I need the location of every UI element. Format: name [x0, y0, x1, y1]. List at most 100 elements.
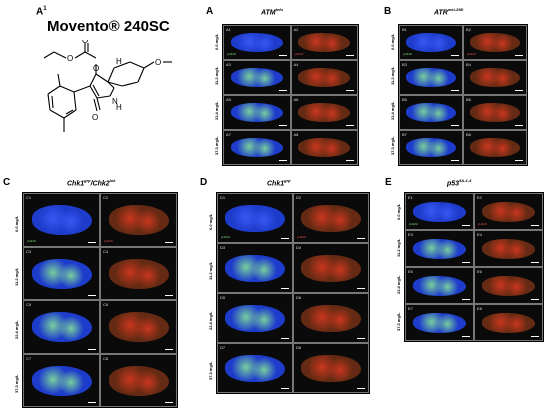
ovary-tissue [225, 204, 285, 233]
ovary-tissue [230, 138, 283, 158]
row-label: 22.4 mg/L [208, 311, 213, 330]
micrograph-d7: D7 [217, 343, 293, 393]
scale-bar [281, 238, 289, 239]
micrograph-label: B5 [402, 97, 407, 102]
row-label: 0.0 mg/L [396, 203, 401, 220]
scale-bar [346, 160, 354, 161]
ovary-tissue [31, 205, 92, 236]
gene: ATR [434, 9, 448, 17]
panel-letter-a1: A1 [36, 6, 47, 17]
ovary-tissue [298, 68, 351, 88]
panel-title-d: Chk1grp [267, 178, 291, 187]
scale-bar [278, 125, 287, 126]
ovary-tissue [108, 365, 169, 396]
scale-bar [88, 241, 96, 243]
row-label: 0.0 mg/L [14, 215, 19, 233]
scale-bar [531, 225, 539, 226]
panel-title-b: ATRmei-29D [434, 7, 463, 16]
micrograph-c3: C3 [23, 246, 100, 300]
ovary-tissue [470, 103, 520, 123]
ovary-tissue [481, 312, 536, 333]
micrograph-c5: C5 [23, 300, 100, 354]
stain-label: γH2AV [478, 222, 488, 226]
micrograph-label: C2 [103, 195, 109, 200]
scale-bar [165, 241, 173, 243]
micrograph-label: B1 [402, 27, 407, 32]
gene: ATM [261, 9, 276, 17]
panel-grid-e: E1 γH2AV E2 γH2AV E3 E4 E5 E6 E7 E8 [404, 192, 544, 342]
ovary-tissue [301, 204, 361, 233]
micrograph-b8: B8 [463, 130, 527, 165]
ovary-tissue [412, 238, 467, 259]
micrograph-label: E4 [477, 232, 482, 237]
micrograph-c4: C4 [100, 246, 177, 300]
micrograph-label: D7 [220, 345, 226, 350]
micrograph-label: B2 [466, 27, 471, 32]
micrograph-a6: A6 [290, 95, 358, 130]
scale-bar [515, 125, 523, 126]
letter: A [36, 6, 44, 18]
micrograph-b3: B3 [399, 60, 463, 95]
micrograph-label: C6 [103, 302, 109, 307]
atom-o5: O [92, 113, 98, 122]
micrograph-e7: E7 [405, 304, 474, 341]
scale-bar [165, 348, 173, 350]
stain-label: γH2AV [227, 52, 237, 56]
micrograph-label: D8 [296, 345, 302, 350]
scale-bar [165, 295, 173, 296]
scale-bar [346, 90, 354, 91]
micrograph-label: C4 [103, 248, 109, 254]
row-label: 0.0 mg/L [390, 34, 395, 51]
ovary-tissue [225, 304, 285, 333]
row-label: 37.3 mg/L [208, 361, 213, 380]
micrograph-c2: C2 γH2AV [100, 193, 177, 247]
micrograph-label: D2 [296, 195, 302, 200]
ovary-tissue [225, 354, 285, 383]
stain-label: γH2AV [297, 235, 307, 239]
micrograph-label: C3 [26, 248, 32, 254]
gene: Chk1 [267, 180, 285, 188]
micrograph-label: A8 [293, 132, 299, 137]
panel-grid-c: C1 γH2AV C2 γH2AV C3 C4 C5 C6 C7 C8 [22, 192, 178, 408]
ovary-tissue [481, 275, 536, 296]
scale-bar [531, 262, 539, 263]
scale-bar [165, 402, 173, 403]
ovary-tissue [470, 138, 520, 158]
row-label: 0.0 mg/L [208, 213, 213, 230]
micrograph-d4: D4 [293, 243, 369, 293]
atom-o3: O [93, 64, 99, 73]
panel-letter-a: A [206, 6, 214, 17]
allele: mei-29D [447, 7, 464, 12]
micrograph-label: B8 [466, 132, 471, 137]
micrograph-label: D5 [220, 295, 226, 300]
panel-title-a: ATMtefu [261, 7, 283, 16]
row-label: 11.2 mg/L [208, 261, 213, 280]
scale-bar [88, 348, 96, 350]
panel-letter-e: E [385, 177, 392, 188]
scale-bar [357, 388, 365, 389]
scale-bar [88, 295, 96, 296]
atom-n: N [112, 97, 118, 106]
ovary-tissue [412, 275, 467, 296]
micrograph-a7: A7 [223, 130, 291, 165]
atom-o2: O [82, 40, 88, 45]
ovary-tissue [301, 354, 361, 383]
panel-grid-b: B1 γH2AV B2 γH2AV B3 B4 B5 B6 B7 B8 [398, 24, 528, 166]
micrograph-e3: E3 [405, 230, 474, 267]
ovary-tissue [406, 138, 456, 158]
scale-bar [278, 55, 287, 56]
gene: p53 [447, 180, 460, 188]
scale-bar [451, 55, 459, 56]
micrograph-b4: B4 [463, 60, 527, 95]
ovary-tissue [108, 205, 169, 236]
row-label: 37.3 mg/L [214, 136, 219, 156]
ovary-tissue [470, 68, 520, 88]
stain-label: γH2AV [27, 238, 37, 243]
scale-bar [346, 55, 354, 56]
scale-bar [357, 238, 365, 239]
micrograph-b7: B7 [399, 130, 463, 165]
scale-bar [451, 125, 459, 126]
ovary-tissue [301, 254, 361, 283]
micrograph-label: C8 [103, 355, 109, 361]
micrograph-b6: B6 [463, 95, 527, 130]
